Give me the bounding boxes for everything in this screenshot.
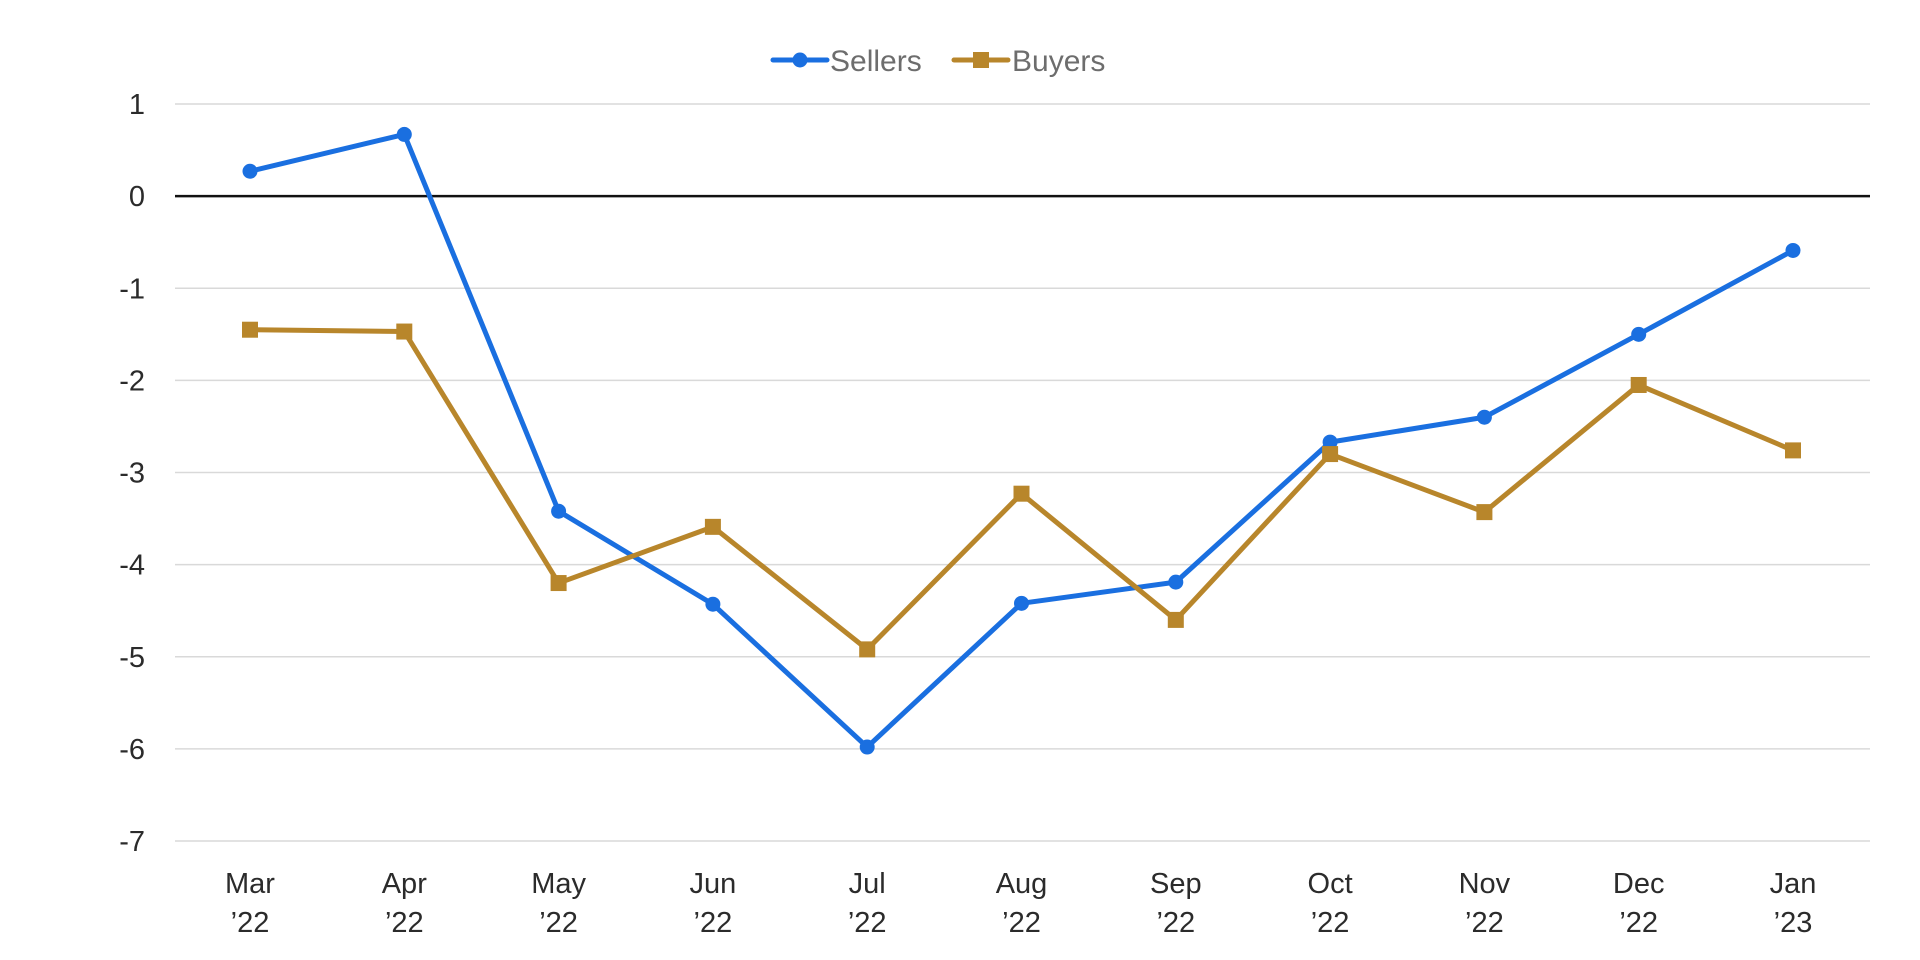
y-tick-label: -1: [119, 273, 145, 305]
x-tick-label: Mar ’22: [225, 868, 275, 939]
sellers-point: [1014, 595, 1029, 611]
x-tick-year: ’23: [1774, 907, 1813, 939]
y-tick-label: 1: [129, 89, 145, 121]
x-tick-month: May: [531, 868, 586, 900]
buyers-point: [1167, 611, 1184, 628]
y-tick-label: -4: [119, 550, 145, 582]
x-tick-label: Sep ’22: [1150, 868, 1202, 939]
sellers-point: [1631, 326, 1647, 342]
x-tick-label: Nov ’22: [1459, 868, 1511, 939]
buyers-point: [859, 641, 876, 658]
buyers-point: [242, 321, 258, 338]
buyers-point: [1476, 504, 1493, 521]
x-tick-year: ’22: [231, 907, 270, 939]
x-tick-label: Jan ’23: [1770, 868, 1817, 939]
x-tick-label: Dec ’22: [1613, 868, 1665, 939]
sellers-point: [551, 503, 567, 519]
y-tick-label: 0: [129, 181, 145, 213]
buyers-point: [1630, 376, 1647, 393]
x-tick-month: Mar: [225, 868, 275, 900]
x-tick-month: Nov: [1459, 868, 1511, 900]
y-axis: 1 0 -1 -2 -3 -4 -5 -6 -7: [119, 89, 145, 858]
gridlines: [175, 103, 1870, 842]
series-buyers: [242, 321, 1801, 658]
x-tick-label: Aug ’22: [996, 868, 1048, 939]
x-axis: Mar ’22 Apr ’22 May ’22 Jun ’22 Jul ’22 Aug ’22 Sep ’…: [225, 868, 1816, 939]
x-tick-year: ’22: [848, 907, 887, 939]
sellers-point: [859, 739, 875, 755]
x-tick-label: Apr ’22: [382, 868, 427, 939]
y-tick-label: -5: [119, 642, 145, 674]
x-tick-month: Jan: [1770, 868, 1817, 900]
legend-label: Sellers: [830, 45, 922, 78]
x-tick-year: ’22: [1002, 907, 1041, 939]
x-tick-year: ’22: [1619, 907, 1658, 939]
x-tick-month: Dec: [1613, 868, 1665, 900]
series-sellers: [242, 126, 1801, 755]
x-tick-month: Aug: [996, 868, 1048, 900]
buyers-point: [704, 518, 721, 535]
legend: Sellers Buyers: [770, 45, 1105, 78]
legend-label: Buyers: [1012, 45, 1105, 78]
y-tick-label: -2: [119, 365, 145, 397]
legend-item-buyers: Buyers: [951, 45, 1105, 78]
buyers-point: [1322, 446, 1339, 463]
sellers-point: [1785, 242, 1801, 258]
legend-marker: [973, 52, 989, 68]
legend-marker: [792, 52, 808, 68]
buyers-point: [1013, 485, 1030, 502]
sellers-point: [396, 126, 412, 142]
y-tick-label: -7: [119, 826, 145, 858]
series-lines: [242, 126, 1801, 755]
sellers-point: [242, 163, 258, 179]
legend-item-sellers: Sellers: [770, 45, 922, 78]
x-tick-month: Sep: [1150, 868, 1202, 900]
buyers-point: [1785, 442, 1801, 459]
sellers-point: [1322, 434, 1338, 450]
x-tick-year: ’22: [385, 907, 424, 939]
x-tick-year: ’22: [1156, 907, 1195, 939]
sellers-point: [705, 596, 721, 612]
sellers-line: [247, 131, 1796, 750]
x-tick-label: Oct ’22: [1308, 868, 1353, 939]
x-tick-month: Apr: [382, 868, 427, 900]
x-tick-year: ’22: [1465, 907, 1504, 939]
x-tick-year: ’22: [1311, 907, 1350, 939]
x-tick-month: Jun: [690, 868, 737, 900]
buyers-point: [396, 323, 413, 340]
x-tick-year: ’22: [539, 907, 578, 939]
sellers-point: [1476, 409, 1492, 425]
buyers-point: [550, 575, 567, 592]
x-tick-month: Jul: [849, 868, 886, 900]
x-tick-label: Jul ’22: [848, 868, 887, 939]
x-tick-label: May ’22: [531, 868, 586, 939]
y-tick-label: -6: [119, 734, 145, 766]
x-tick-label: Jun ’22: [690, 868, 737, 939]
x-tick-year: ’22: [694, 907, 733, 939]
x-tick-month: Oct: [1308, 868, 1353, 900]
y-tick-label: -3: [119, 458, 145, 490]
sellers-point: [1168, 574, 1184, 590]
